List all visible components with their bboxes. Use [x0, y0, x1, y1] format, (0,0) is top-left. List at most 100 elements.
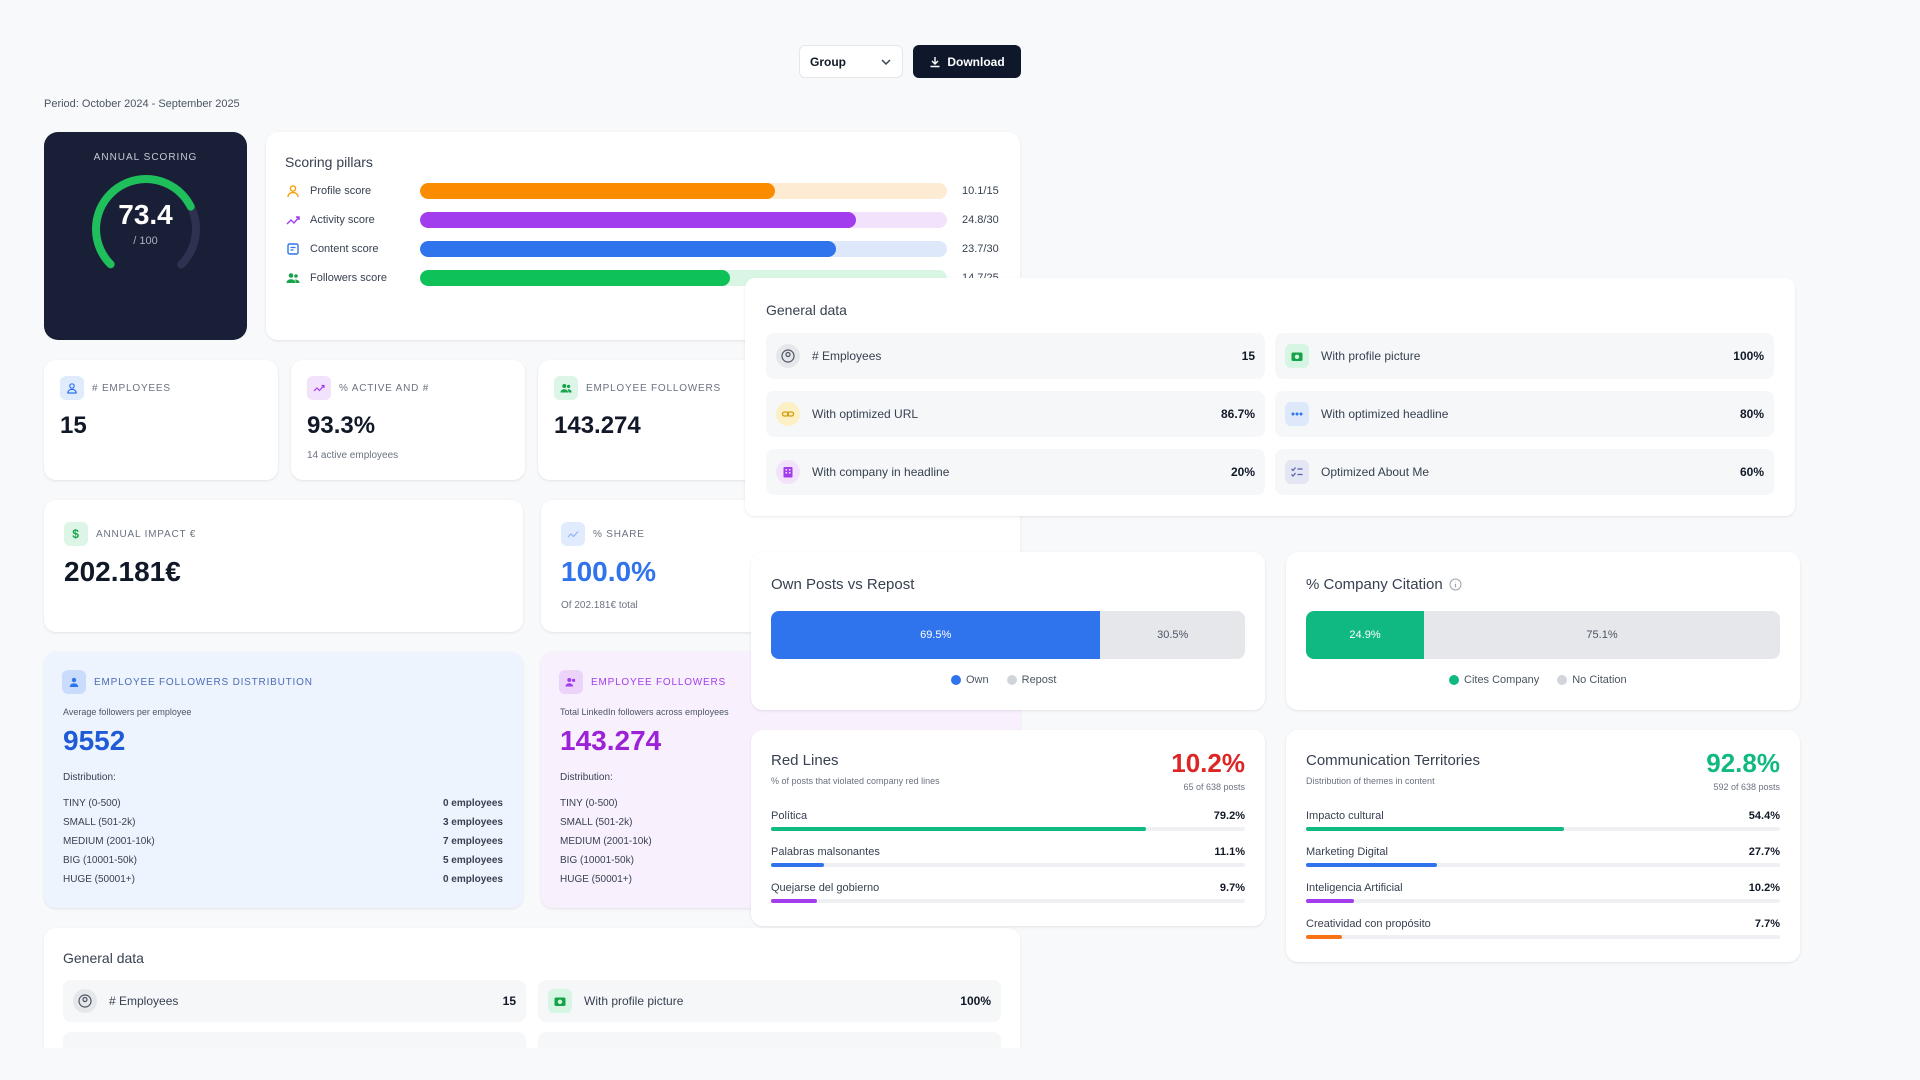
stat-label: % ACTIVE AND # [339, 382, 430, 394]
dist-label: EMPLOYEE FOLLOWERS DISTRIBUTION [94, 676, 313, 688]
own-posts-card: Own Posts vs Repost 69.5% 30.5% Own Repo… [751, 552, 1265, 710]
user-circle-icon [776, 344, 800, 368]
pillar-row-activity: Activity score 24.8/30 [285, 211, 1005, 229]
dist-row: BIG (10001-50k) 5 employees [63, 855, 503, 866]
repost-segment: 30.5% [1100, 611, 1245, 659]
own-posts-legend: Own Repost [951, 674, 1056, 686]
info-icon[interactable] [1449, 578, 1462, 591]
general-item-label: # Employees [109, 994, 179, 1008]
general-item-label: With profile picture [1321, 349, 1421, 363]
citation-title: % Company Citation [1306, 576, 1443, 593]
general-item: With profile picture 100% [538, 980, 1001, 1022]
pillar-row-followers: Followers score 14.7/25 [285, 269, 1005, 287]
general-item: # Employees 15 [766, 333, 1265, 379]
dollar-icon: $ [64, 522, 88, 546]
territories-pct: 92.8% [1706, 748, 1780, 778]
general-title: General data [63, 950, 144, 966]
dist-row-count: 0 employees [442, 874, 503, 885]
dist-row: TINY (0-500) [560, 798, 1000, 809]
annual-scoring-label: ANNUAL SCORING [93, 152, 198, 163]
row-name: Inteligencia Artificial [1306, 882, 1403, 894]
dist-row: MEDIUM (2001-10k) [560, 836, 1000, 847]
dist-row-name: TINY (0-500) [63, 798, 121, 809]
dist-row-name: SMALL (501-2k) [560, 817, 633, 828]
general-item: With optimized headline 80% [1275, 391, 1774, 437]
cites-value: 24.9% [1349, 629, 1381, 641]
dist-row-name: TINY (0-500) [560, 798, 618, 809]
own-posts-bar: 69.5% 30.5% [771, 611, 1245, 659]
stat-value: 15 [60, 412, 87, 439]
dist-row: MEDIUM (2001-10k) 7 employees [63, 836, 503, 847]
general-item-value: 100% [1733, 349, 1764, 363]
general-item-value: 15 [502, 994, 516, 1008]
row-fill [771, 899, 817, 903]
row-track [771, 863, 1245, 867]
checklist-icon [1285, 460, 1309, 484]
row-value: 9.7% [1219, 882, 1245, 894]
progress-row: Marketing Digital 27.7% [1306, 846, 1780, 867]
pillar-fill [420, 212, 856, 228]
pillar-score: 24.8/30 [962, 214, 999, 226]
trending-up-icon [307, 376, 331, 400]
row-track [771, 827, 1245, 831]
pillar-track [420, 241, 947, 257]
general-item: Optimized About Me 60% [1275, 449, 1774, 495]
row-value: 7.7% [1754, 918, 1780, 930]
general-item-label: # Employees [812, 349, 882, 363]
progress-row: Inteligencia Artificial 10.2% [1306, 882, 1780, 903]
general-title: General data [766, 302, 847, 318]
own-posts-title: Own Posts vs Repost [771, 576, 915, 593]
dist-row-name: MEDIUM (2001-10k) [63, 836, 155, 847]
download-icon [930, 56, 940, 67]
users-icon [559, 670, 583, 694]
dist-label: EMPLOYEE FOLLOWERS [591, 676, 726, 688]
pillar-fill [420, 241, 837, 257]
pillar-name: Content score [310, 243, 379, 255]
stat-label: % SHARE [593, 528, 645, 540]
row-value: 11.1% [1214, 846, 1245, 858]
citation-bar: 24.9% 75.1% [1306, 611, 1780, 659]
progress-row: Impacto cultural 54.4% [1306, 810, 1780, 831]
general-item-value: 100% [960, 994, 991, 1008]
legend-cites: Cites Company [1449, 674, 1539, 686]
stat-label: # EMPLOYEES [92, 382, 171, 394]
general-data-card: General data # Employees 15 With profile… [745, 278, 1795, 516]
dist-desc: Total LinkedIn followers across employee… [560, 707, 729, 717]
pillar-row-profile: Profile score 10.1/15 [285, 182, 1005, 200]
dist-row: HUGE (50001+) 0 employees [63, 874, 503, 885]
active-stat-card: % ACTIVE AND # 93.3% 14 active employees [291, 360, 525, 480]
legend-no-citation: No Citation [1557, 674, 1627, 686]
trending-up-icon [285, 212, 301, 228]
row-name: Palabras malsonantes [771, 846, 880, 858]
download-button[interactable]: Download [913, 45, 1021, 78]
row-track [771, 899, 1245, 903]
general-data-bottom-card: General data # Employees 15 With profile… [44, 928, 1020, 1062]
citation-legend: Cites Company No Citation [1449, 674, 1627, 686]
no-citation-value: 75.1% [1586, 629, 1618, 641]
dist-row-name: BIG (10001-50k) [560, 855, 634, 866]
stat-value: 100.0% [561, 556, 656, 587]
repost-value: 30.5% [1157, 629, 1189, 641]
annual-impact-card: $ ANNUAL IMPACT € 202.181€ [44, 500, 523, 632]
dist-row-count: 5 employees [442, 855, 503, 866]
dots-icon [1285, 402, 1309, 426]
general-item-label: With optimized URL [812, 407, 919, 421]
dist-row-name: HUGE (50001+) [560, 874, 632, 885]
dist-desc: Average followers per employee [63, 707, 192, 717]
red-lines-pct-sub: 65 of 638 posts [1183, 782, 1245, 792]
general-item-value: 80% [1739, 407, 1764, 421]
users-icon [554, 376, 578, 400]
document-icon [285, 241, 301, 257]
download-label: Download [947, 54, 1005, 69]
group-select[interactable]: Group [799, 45, 903, 78]
stat-value: 93.3% [307, 412, 376, 439]
dist-row-name: HUGE (50001+) [63, 874, 135, 885]
pillar-score: 10.1/15 [962, 185, 999, 197]
dist-row-name: SMALL (501-2k) [63, 817, 136, 828]
red-lines-title: Red Lines [771, 752, 839, 769]
territories-pct-sub: 592 of 638 posts [1713, 782, 1780, 792]
pillar-track [420, 270, 947, 286]
general-item-value: 86.7% [1220, 407, 1255, 421]
legend-own: Own [951, 674, 989, 686]
pillar-name: Followers score [310, 272, 388, 284]
